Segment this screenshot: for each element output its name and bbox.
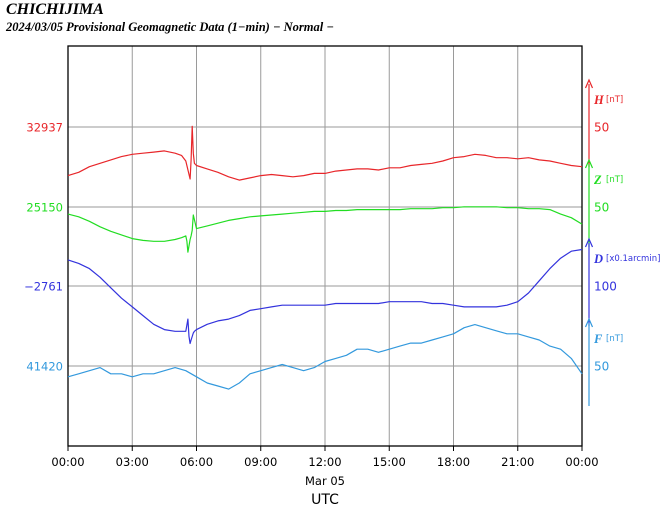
scale-arrow-z [584, 158, 594, 169]
component-unit-f: [nT] [606, 334, 623, 344]
series-line-d [67, 248, 583, 345]
x-tick-label: 03:00 [116, 455, 149, 469]
baseline-label-z: 25150 [26, 201, 63, 215]
grid-lines [68, 46, 582, 446]
x-tick-label: 15:00 [373, 455, 406, 469]
date-label: Mar 05 [305, 474, 345, 488]
series-line-f [67, 324, 583, 390]
x-axis-label: UTC [311, 492, 339, 508]
scale-label-f: 50 [594, 360, 609, 374]
series-line-z [67, 206, 583, 253]
chart-subtitle: 2024/03/05 Provisional Geomagnetic Data … [6, 20, 334, 34]
x-tick-label: 18:00 [437, 455, 470, 469]
scale-arrow-d [584, 237, 594, 248]
x-axis: 00:00 03:00 06:00 09:00 12:00 15:00 18:00 21:00… [51, 446, 599, 469]
x-tick-label: 12:00 [308, 455, 341, 469]
x-tick-label: 21:00 [501, 455, 534, 469]
x-tick-label: 09:00 [244, 455, 277, 469]
component-unit-z: [nT] [606, 175, 623, 185]
component-name-z: Z [593, 173, 602, 187]
component-name-f: F [593, 332, 603, 346]
baseline-labels: 32937 25150 −2761 41420 [24, 121, 63, 374]
baseline-label-h: 32937 [26, 121, 63, 135]
component-name-h: H [593, 93, 605, 107]
station-title: CHICHIJIMA [6, 1, 104, 18]
scale-arrow-f [584, 317, 594, 328]
baseline-label-d: −2761 [24, 280, 63, 294]
scale-arrow-h [584, 78, 594, 89]
baseline-label-f: 41420 [26, 360, 63, 374]
x-tick-label: 00:00 [565, 455, 598, 469]
component-unit-h: [nT] [606, 95, 623, 105]
scale-label-h: 50 [594, 121, 609, 135]
component-name-d: D [593, 252, 603, 266]
series-line-h [67, 125, 583, 181]
scale-label-z: 50 [594, 201, 609, 215]
x-tick-label: 06:00 [180, 455, 213, 469]
x-tick-label: 00:00 [51, 455, 84, 469]
scale-label-d: 100 [594, 280, 617, 294]
component-unit-d: [x0.1arcmin] [606, 254, 660, 264]
series-lines [67, 125, 583, 390]
